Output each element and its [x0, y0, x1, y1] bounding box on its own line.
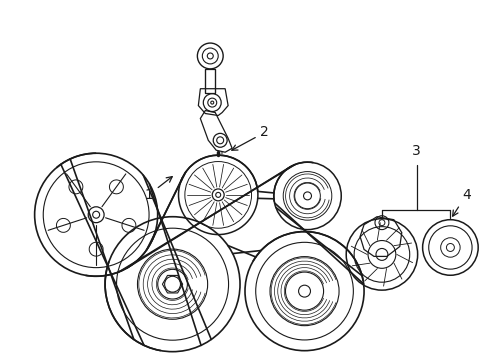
Text: 3: 3	[411, 144, 420, 158]
Text: 4: 4	[452, 188, 469, 216]
Text: 1: 1	[144, 177, 172, 202]
Text: 2: 2	[231, 125, 269, 150]
